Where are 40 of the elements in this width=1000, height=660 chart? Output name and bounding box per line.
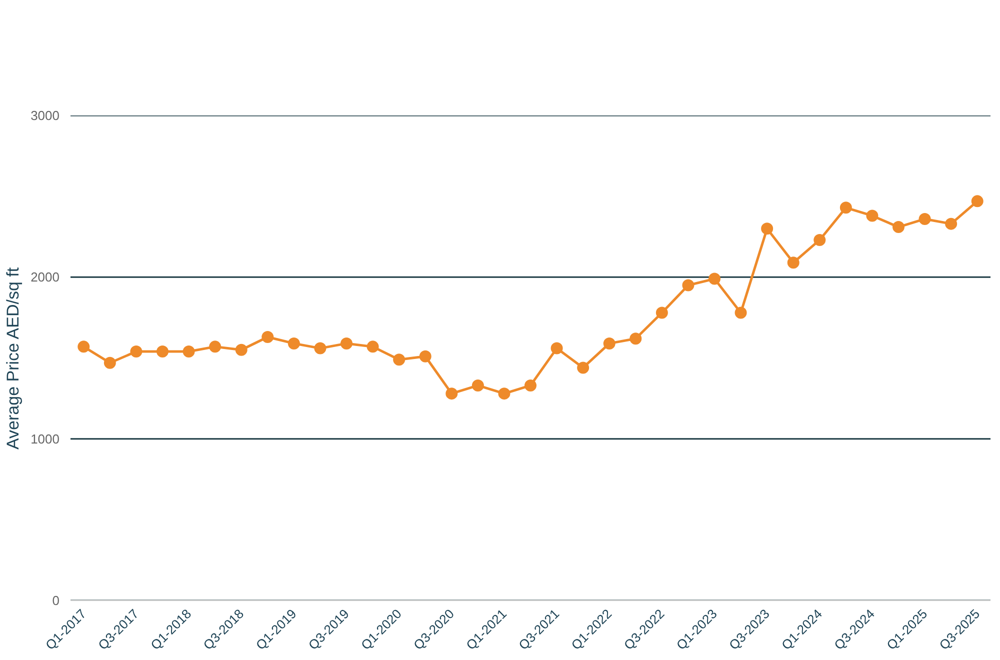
point	[866, 210, 878, 222]
point	[472, 379, 484, 392]
point	[787, 256, 800, 269]
y-tick-label: 0	[52, 593, 60, 608]
point	[577, 362, 590, 374]
point	[498, 388, 510, 400]
point	[524, 379, 536, 392]
point	[892, 221, 904, 234]
point	[366, 340, 379, 353]
point	[340, 337, 352, 350]
point	[682, 279, 694, 292]
point	[918, 212, 931, 225]
point	[446, 388, 458, 400]
point	[78, 340, 90, 353]
point	[945, 218, 958, 230]
point	[235, 344, 248, 356]
point	[734, 306, 747, 319]
point	[550, 342, 563, 354]
point	[814, 234, 826, 246]
point	[209, 340, 222, 353]
point	[288, 337, 300, 350]
point	[708, 272, 720, 285]
y-axis-title: Average Price AED/sq ft	[4, 267, 23, 450]
point	[656, 306, 668, 319]
point	[314, 342, 326, 354]
point	[840, 202, 852, 214]
point	[761, 222, 774, 235]
y-tick-label: 3000	[30, 108, 60, 123]
point	[419, 350, 432, 362]
y-tick-label: 2000	[30, 270, 60, 285]
point	[393, 354, 406, 366]
point	[630, 332, 642, 345]
point	[130, 346, 142, 358]
point	[603, 337, 616, 350]
point	[262, 330, 274, 343]
y-tick-label: 1000	[30, 431, 60, 446]
point	[104, 356, 116, 369]
point	[156, 346, 168, 358]
point	[182, 346, 195, 358]
point	[971, 195, 984, 208]
